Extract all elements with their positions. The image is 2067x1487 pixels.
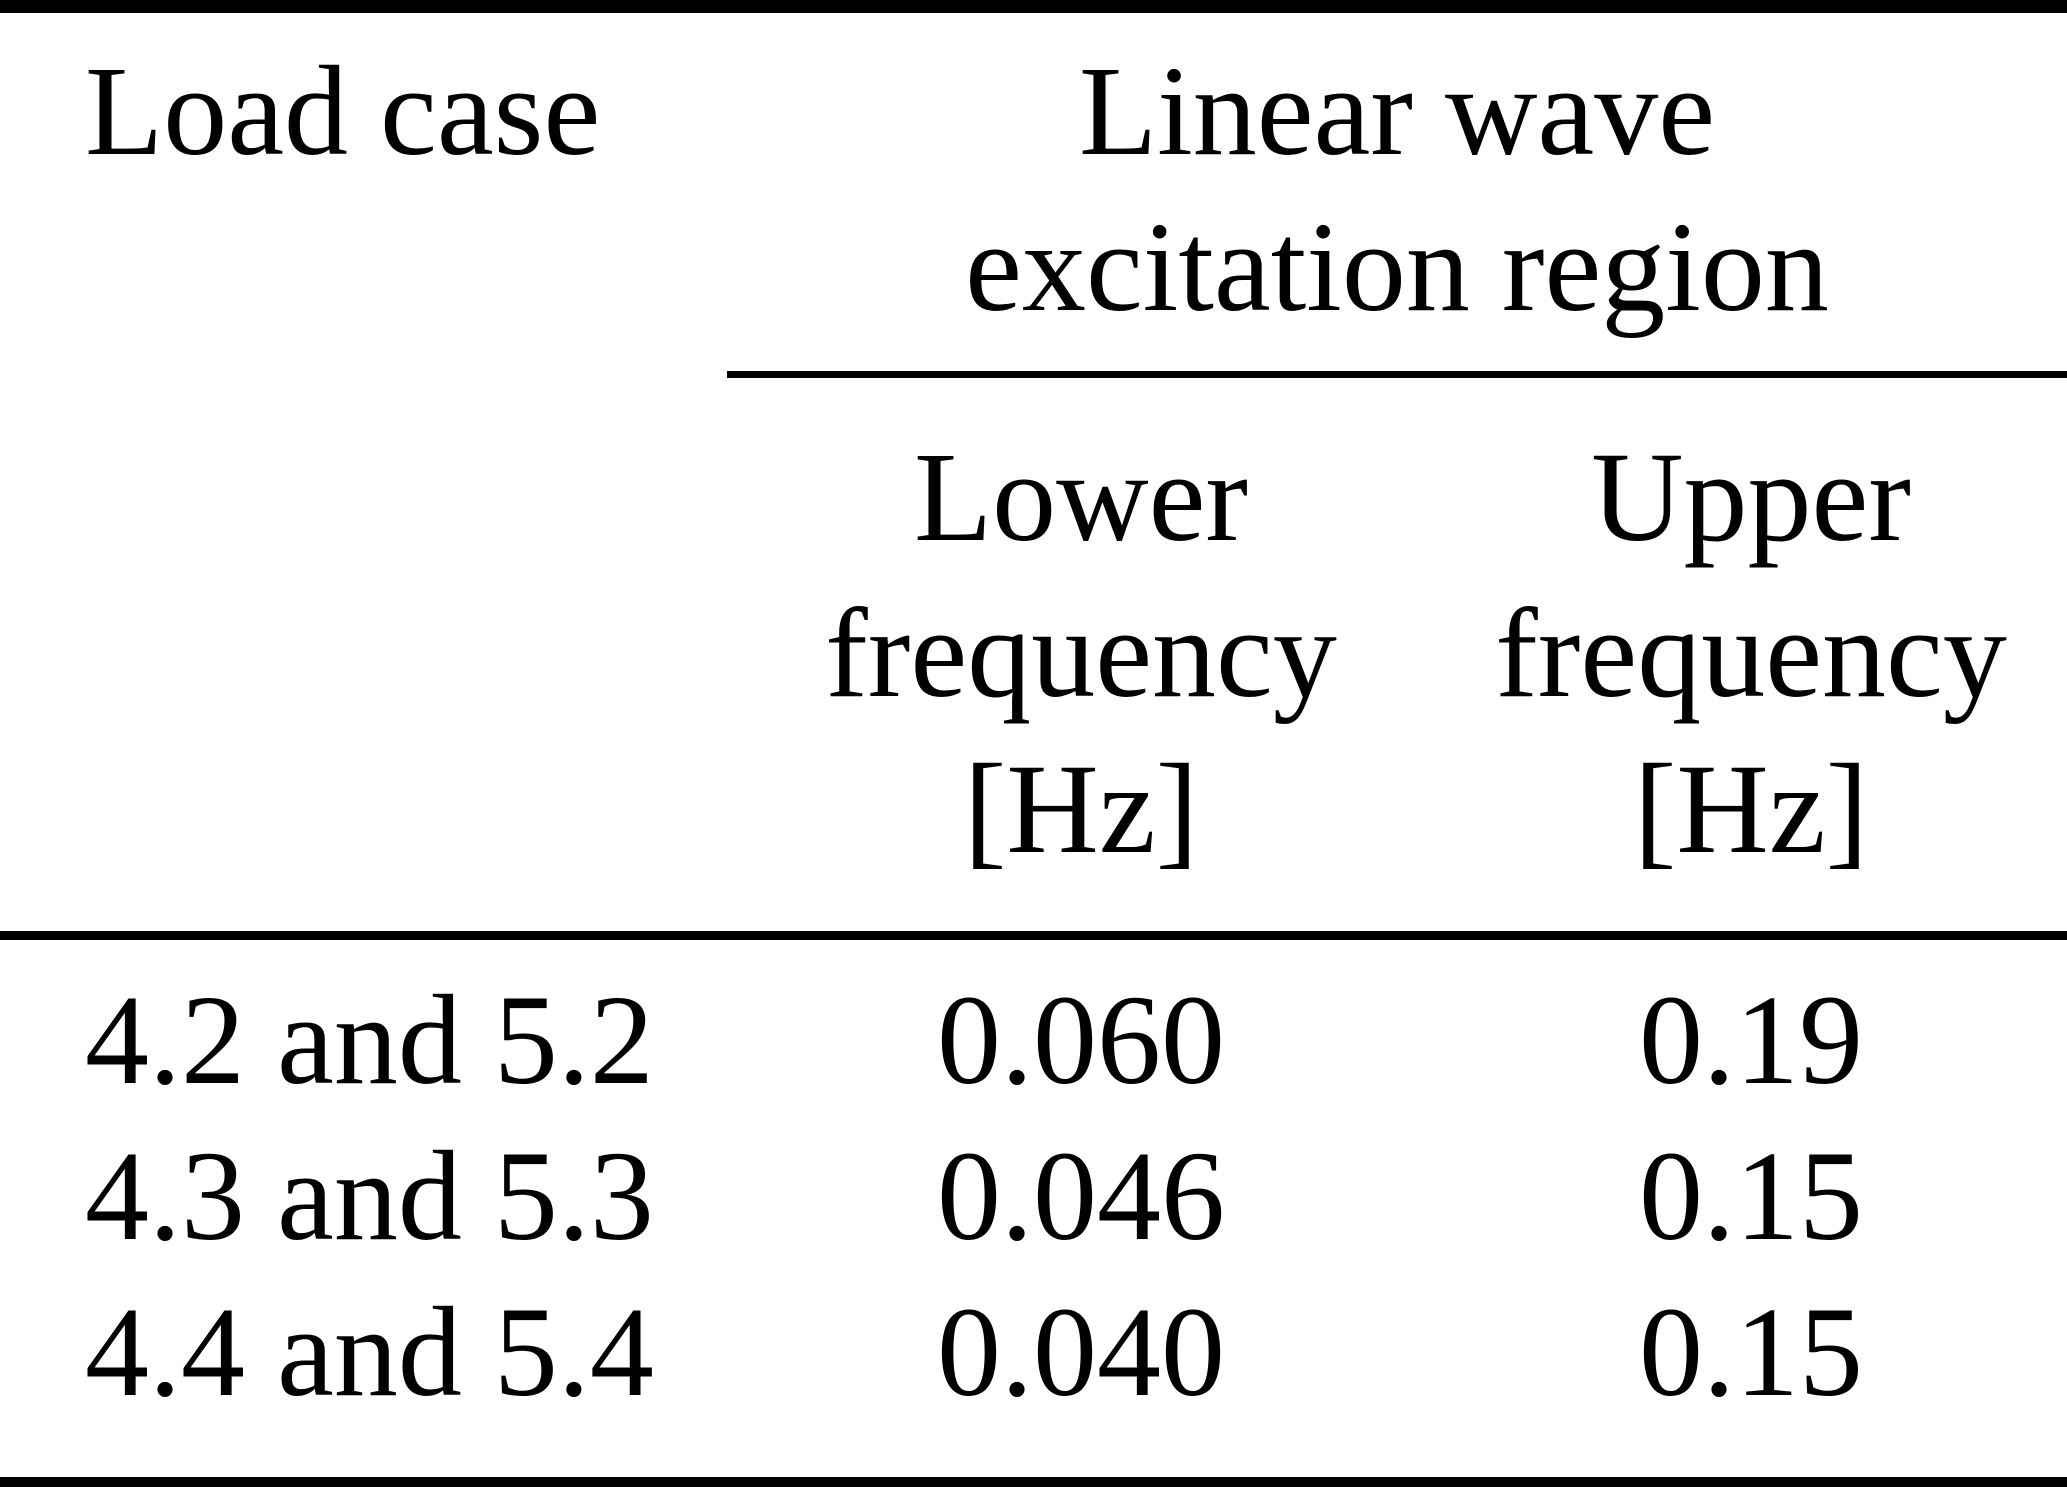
load-case-cell: 4.2 and 5.2	[85, 969, 654, 1111]
table-row: 4.2 and 5.2 0.060 0.19	[0, 962, 2067, 1118]
lower-frequency-unit: [Hz]	[963, 738, 1199, 880]
lower-frequency-cell: 0.046	[937, 1125, 1225, 1267]
column-header-lower-frequency: Lower frequency [Hz]	[727, 419, 1435, 887]
column-group-header-line1: Linear wave	[1078, 40, 1716, 182]
column-group-spanner-rule	[727, 371, 2067, 378]
table-body: 4.2 and 5.2 0.060 0.19 4.3 and 5.3 0.046…	[0, 962, 2067, 1430]
load-case-cell: 4.3 and 5.3	[85, 1125, 654, 1267]
upper-frequency-cell: 0.19	[1639, 969, 1863, 1111]
column-group-header-linear-wave-excitation-region: Linear wave excitation region	[727, 33, 2067, 345]
load-case-cell: 4.4 and 5.4	[85, 1281, 654, 1423]
table-row: 4.3 and 5.3 0.046 0.15	[0, 1118, 2067, 1274]
lower-frequency-line1: Lower	[913, 426, 1249, 568]
column-group-header-line2: excitation region	[965, 196, 1829, 338]
table-top-rule	[0, 0, 2067, 13]
column-header-upper-frequency: Upper frequency [Hz]	[1435, 419, 2067, 887]
table-bottom-rule	[0, 1477, 2067, 1487]
upper-frequency-line2: frequency	[1495, 582, 2007, 724]
upper-frequency-line1: Upper	[1591, 426, 1911, 568]
column-header-load-case: Load case	[85, 40, 601, 182]
upper-frequency-cell: 0.15	[1639, 1281, 1863, 1423]
upper-frequency-cell: 0.15	[1639, 1125, 1863, 1267]
table-row: 4.4 and 5.4 0.040 0.15	[0, 1274, 2067, 1430]
lower-frequency-cell: 0.060	[937, 969, 1225, 1111]
lower-frequency-line2: frequency	[825, 582, 1337, 724]
table-header-rule	[0, 931, 2067, 940]
upper-frequency-unit: [Hz]	[1633, 738, 1869, 880]
lower-frequency-cell: 0.040	[937, 1281, 1225, 1423]
